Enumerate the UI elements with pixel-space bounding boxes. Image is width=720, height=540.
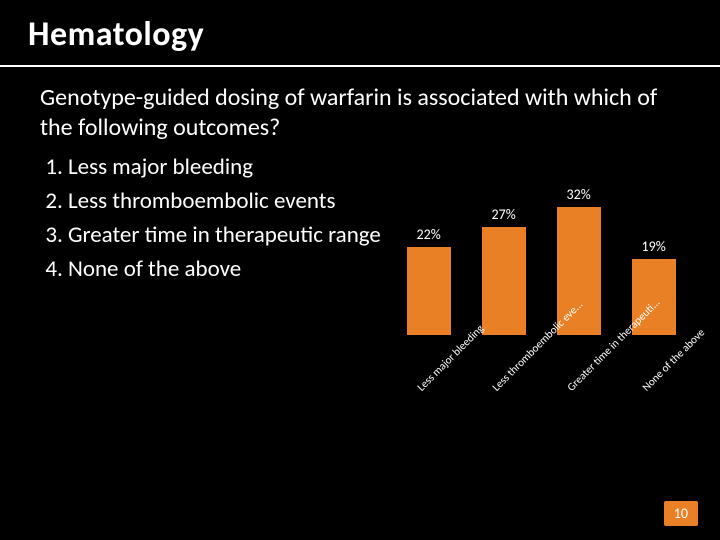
- bar-rect: [482, 227, 526, 335]
- bar-col: 22%: [396, 226, 462, 335]
- options-list: Less major bleeding Less thromboembolic …: [40, 153, 381, 285]
- bar-value-label: 32%: [567, 186, 591, 203]
- slide-title: Hematology: [28, 14, 720, 55]
- x-label: None of the above: [639, 335, 720, 435]
- bar-value-label: 27%: [492, 206, 516, 223]
- options-panel: Less major bleeding Less thromboembolic …: [40, 143, 381, 289]
- bar-rect: [407, 247, 451, 335]
- content-row: Less major bleeding Less thromboembolic …: [0, 143, 720, 289]
- bar-col: 27%: [471, 206, 537, 335]
- bar-chart: 22% 27% 32% 19%: [381, 125, 696, 405]
- title-area: Hematology: [0, 0, 720, 65]
- x-axis-labels: Less major bleeding Less thromboembolic …: [391, 333, 691, 405]
- page-number-badge: 10: [664, 501, 698, 526]
- bar-value-label: 22%: [417, 226, 441, 243]
- option-item: Greater time in therapeutic range: [68, 221, 381, 251]
- option-item: Less major bleeding: [68, 153, 381, 183]
- option-item: Less thromboembolic events: [68, 187, 381, 217]
- bar-value-label: 19%: [642, 238, 666, 255]
- option-item: None of the above: [68, 255, 381, 285]
- chart-panel: 22% 27% 32% 19%: [381, 143, 696, 289]
- slide: Hematology Genotype-guided dosing of war…: [0, 0, 720, 540]
